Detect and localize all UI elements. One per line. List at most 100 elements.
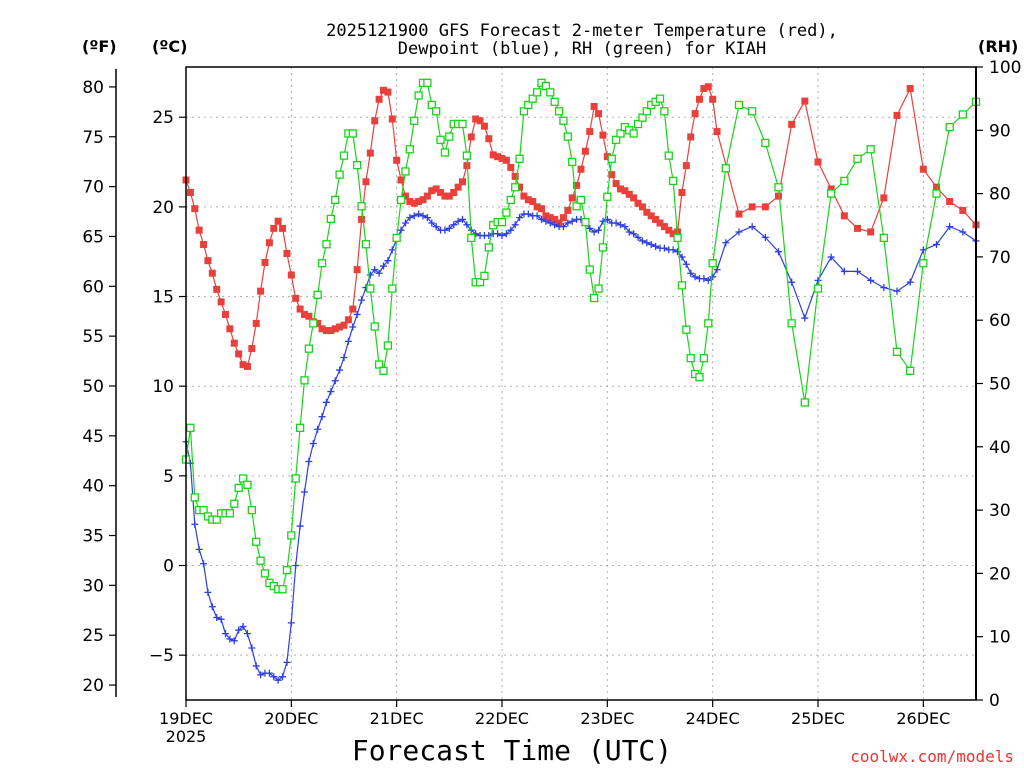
2-meter-temperature-point <box>208 269 216 277</box>
2-meter-temperature-point <box>485 135 493 143</box>
relative-humidity-point <box>313 290 322 300</box>
dewpoint-point <box>854 267 861 275</box>
dewpoint-point <box>336 366 344 374</box>
dewpoint-point <box>586 224 594 232</box>
dewpoint-point <box>542 217 550 225</box>
2-meter-temperature-point <box>415 197 423 205</box>
dewpoint-point <box>463 221 471 229</box>
relative-humidity-point <box>524 100 533 110</box>
relative-humidity-point <box>594 284 603 293</box>
dewpoint-point <box>617 221 624 229</box>
dewpoint-point <box>459 215 466 223</box>
relative-humidity-point <box>243 480 252 489</box>
fahrenheit-tick-label: 30 <box>82 576 104 596</box>
dewpoint-point <box>296 522 304 530</box>
2-meter-temperature-point <box>814 158 822 166</box>
relative-humidity-point <box>774 183 783 192</box>
dewpoint-point <box>226 635 234 643</box>
relative-humidity-point <box>317 259 327 268</box>
relative-humidity-point <box>300 376 309 385</box>
dewpoint-point <box>533 212 541 220</box>
2-meter-temperature-point <box>555 219 563 227</box>
2-meter-temperature-point <box>191 205 199 213</box>
relative-humidity-point <box>357 202 366 211</box>
relative-humidity-point <box>331 195 340 205</box>
relative-humidity-point <box>291 474 300 483</box>
dewpoint-point <box>502 230 510 238</box>
dewpoint-point <box>827 253 835 261</box>
dewpoint-point <box>222 630 229 638</box>
relative-humidity-point <box>629 129 638 138</box>
dewpoint-point <box>801 314 809 322</box>
dewpoint-point <box>893 287 901 295</box>
2-meter-temperature-point <box>274 217 282 225</box>
dewpoint-point <box>257 671 265 679</box>
2-meter-temperature-point <box>252 319 260 327</box>
relative-humidity-point <box>682 325 691 334</box>
dewpoint-point <box>625 228 633 236</box>
relative-humidity-point <box>366 284 375 293</box>
celsius-tick-label: 10 <box>152 377 174 397</box>
2-meter-temperature-point <box>419 196 427 204</box>
2-meter-temperature-point <box>235 350 243 358</box>
fahrenheit-tick-label: 80 <box>82 78 104 98</box>
2-meter-temperature-point <box>283 249 291 257</box>
fahrenheit-tick-label: 60 <box>82 277 104 297</box>
relative-humidity-point <box>427 100 436 110</box>
dewpoint-point <box>906 278 914 286</box>
2-meter-temperature-point <box>480 122 488 130</box>
rh-tick-label: 90 <box>989 121 1011 141</box>
relative-humidity-point <box>559 116 568 125</box>
2-meter-temperature-point <box>775 192 782 200</box>
dewpoint-point <box>538 215 545 223</box>
2-meter-temperature-point <box>371 117 379 125</box>
fahrenheit-tick-label: 55 <box>82 327 104 347</box>
dewpoint-point <box>349 323 357 331</box>
2-meter-temperature-point <box>393 156 401 164</box>
2-meter-temperature-point <box>595 110 603 118</box>
relative-humidity-point <box>199 505 208 515</box>
2-meter-temperature-point <box>946 197 954 205</box>
relative-humidity-point <box>677 281 687 290</box>
2-meter-temperature-point <box>226 325 234 333</box>
x-tick-label: 26DEC <box>896 709 950 728</box>
2-meter-temperature-point <box>239 361 247 369</box>
dewpoint-point <box>568 217 576 225</box>
dewpoint-point <box>239 622 247 630</box>
rh-tick-label: 50 <box>989 375 1011 395</box>
dewpoint-point <box>208 603 216 611</box>
relative-humidity-point <box>519 107 529 116</box>
2-meter-temperature-point <box>200 241 208 249</box>
dewpoint-point <box>235 626 243 634</box>
relative-humidity-point <box>906 366 915 375</box>
celsius-tick-label: −5 <box>149 646 174 666</box>
2-meter-temperature-point <box>410 199 418 207</box>
dewpoint-point <box>867 276 875 284</box>
2-meter-temperature-point <box>423 192 431 200</box>
dewpoint-point <box>788 278 796 286</box>
dewpoint-point <box>406 214 414 222</box>
2-meter-temperature-point <box>445 192 453 200</box>
dewpoint-point <box>353 310 361 318</box>
dewpoint-point <box>643 239 651 247</box>
dewpoint-point <box>388 246 396 254</box>
relative-humidity-point <box>392 233 401 243</box>
dewpoint-point <box>410 212 418 220</box>
2-meter-temperature-point <box>349 305 357 313</box>
relative-humidity-point <box>581 217 590 227</box>
dewpoint-point <box>279 673 287 681</box>
2-meter-temperature-point <box>573 181 581 189</box>
celsius-tick-label: 0 <box>163 557 174 577</box>
2-meter-temperature-point <box>568 194 576 202</box>
dewpoint-point <box>305 458 313 466</box>
relative-humidity-point <box>410 116 419 125</box>
relative-humidity-point <box>919 259 928 268</box>
relative-humidity-point <box>348 129 357 138</box>
2-meter-temperature-point <box>489 151 497 159</box>
2-meter-temperature-point <box>893 111 901 119</box>
relative-humidity-point <box>840 176 849 186</box>
relative-humidity-point <box>190 493 199 502</box>
relative-humidity-point <box>506 195 515 205</box>
dewpoint-point <box>704 276 712 284</box>
relative-humidity-point <box>401 167 410 176</box>
